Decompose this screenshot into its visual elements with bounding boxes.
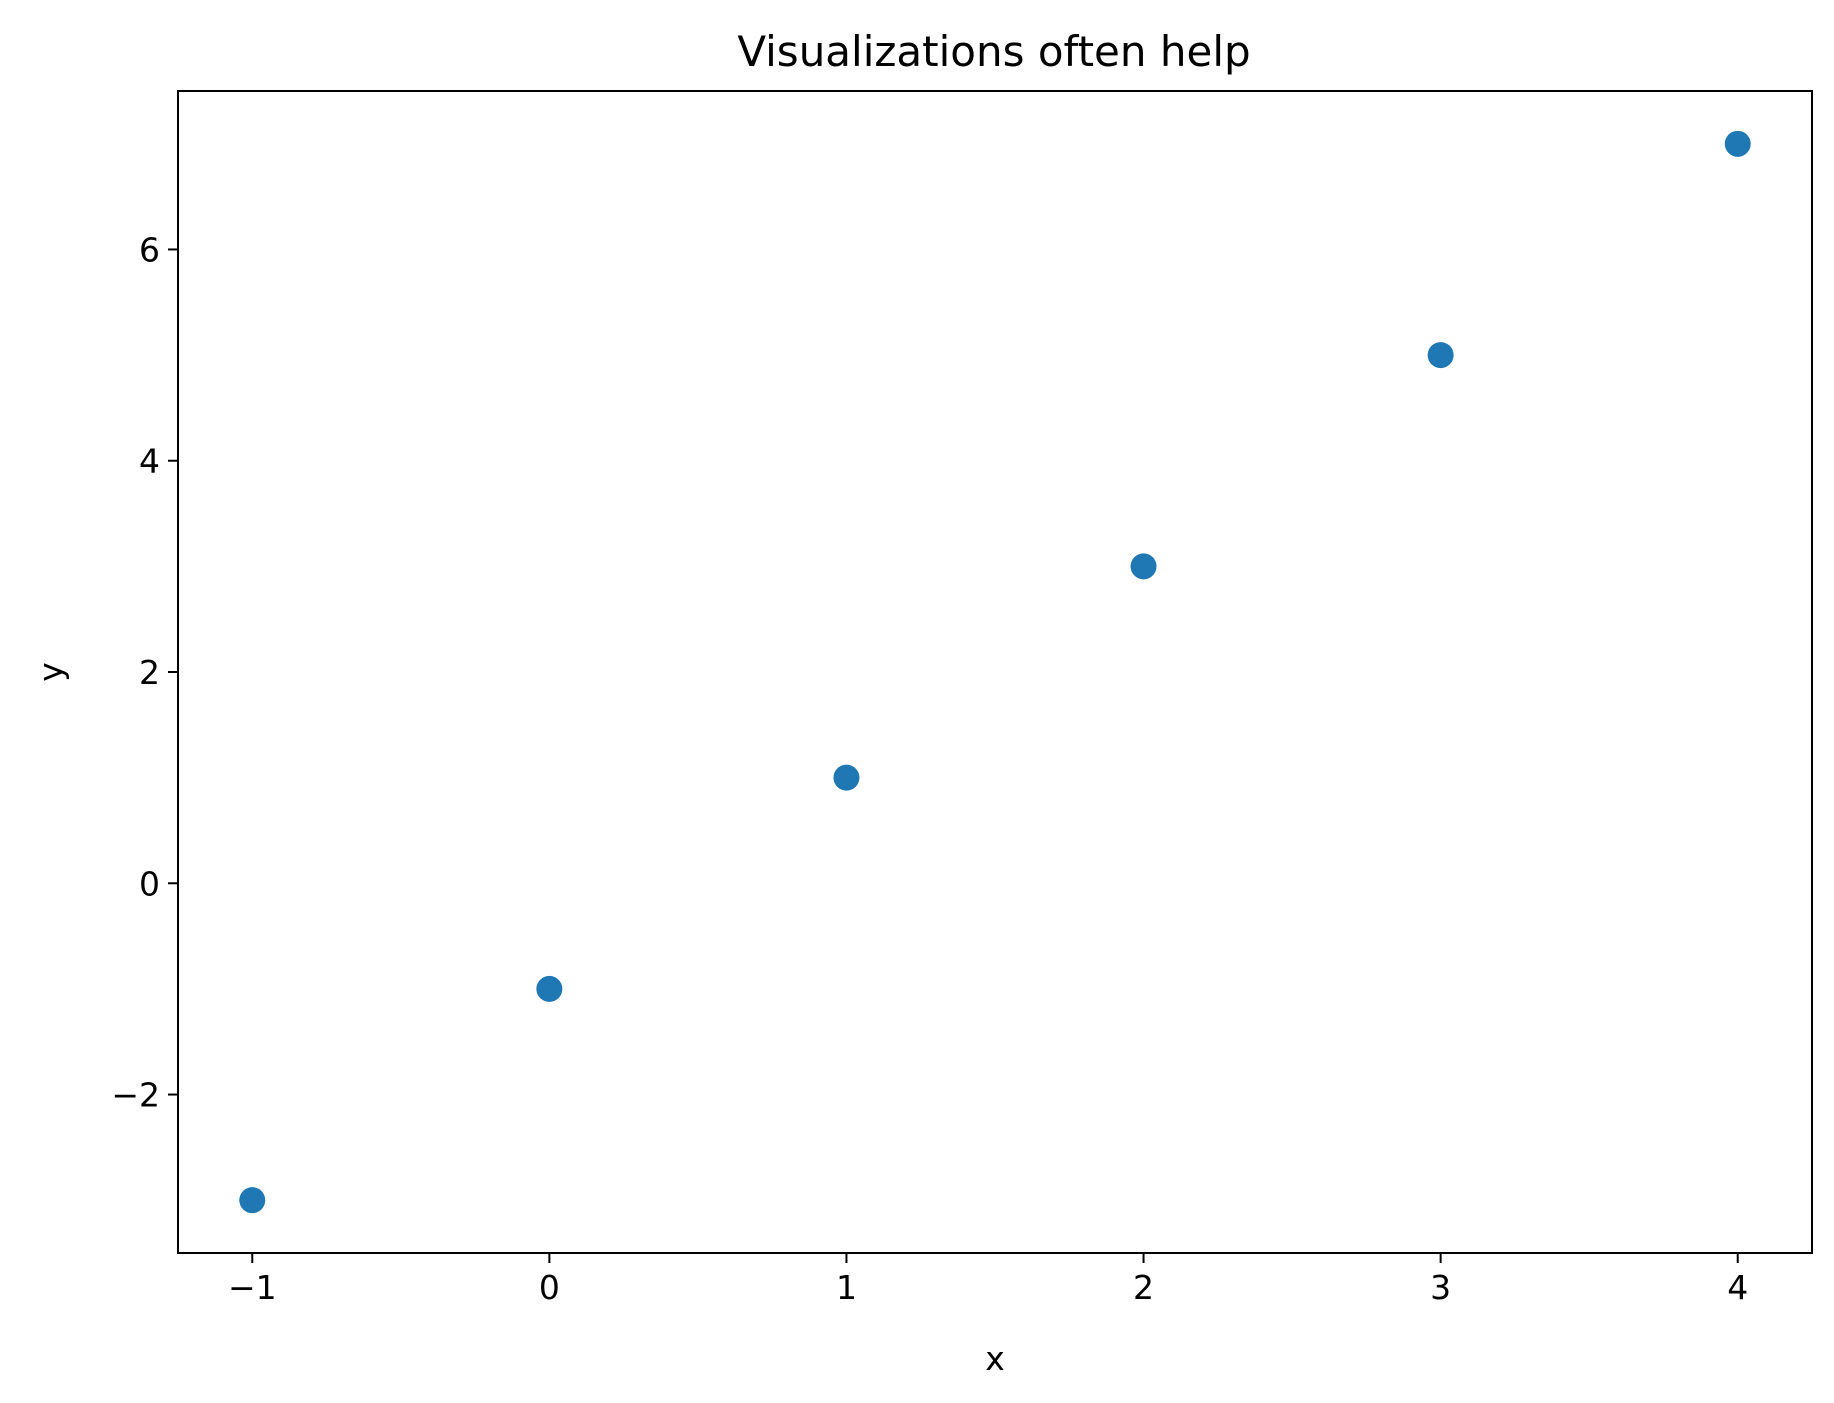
y-tick-label: −2: [111, 1076, 160, 1115]
y-tick-label: 4: [139, 442, 160, 481]
x-tick-label: 0: [539, 1268, 560, 1307]
x-axis-label: x: [985, 1339, 1005, 1378]
scatter-point: [1130, 553, 1157, 580]
x-tick-label: 2: [1133, 1268, 1154, 1307]
y-axis-label: y: [31, 662, 70, 682]
y-tick-label: 6: [139, 230, 160, 269]
x-tick-label: 3: [1430, 1268, 1451, 1307]
x-tick-label: 1: [836, 1268, 857, 1307]
scatter-point: [239, 1187, 266, 1214]
scatter-point: [833, 764, 860, 791]
scatter-point: [536, 975, 563, 1002]
y-tick-label: 2: [139, 653, 160, 692]
scatter-point: [1724, 130, 1751, 157]
y-axis-ticks: −2 0 2 4 6: [111, 230, 178, 1115]
chart-title: Visualizations often help: [737, 27, 1250, 76]
plot-frame: [177, 90, 1813, 1254]
x-axis-ticks: −1 0 1 2 3 4: [228, 1253, 1748, 1307]
scatter-point: [1427, 342, 1454, 369]
y-tick-label: 0: [139, 864, 160, 903]
x-tick-label: −1: [228, 1268, 277, 1307]
x-tick-label: 4: [1727, 1268, 1748, 1307]
scatter-points: [239, 130, 1751, 1214]
